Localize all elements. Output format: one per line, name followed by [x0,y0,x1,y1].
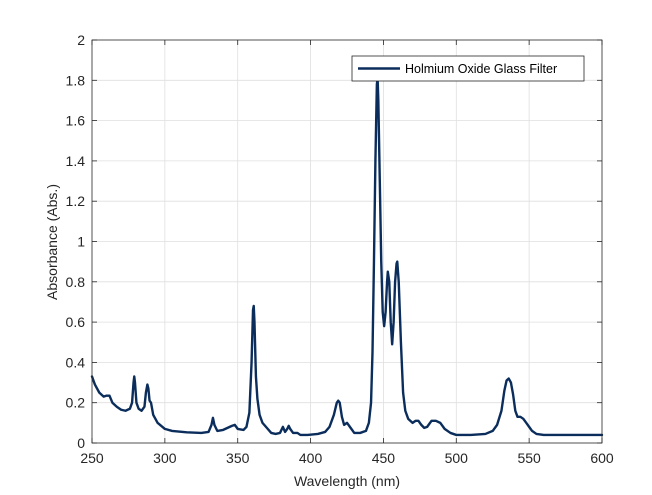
y-tick-label: 2 [77,32,85,48]
y-tick-label: 1 [77,234,85,250]
y-tick-label: 0.8 [66,274,86,290]
x-tick-label: 250 [80,450,104,466]
legend-label: Holmium Oxide Glass Filter [405,62,557,76]
x-tick-label: 600 [590,450,614,466]
y-tick-label: 1.8 [66,72,86,88]
x-tick-label: 550 [517,450,541,466]
y-tick-label: 1.4 [66,153,86,169]
x-tick-label: 450 [372,450,396,466]
x-tick-label: 350 [226,450,250,466]
series-line [90,77,604,437]
x-tick-label: 400 [299,450,323,466]
x-axis-title: Wavelength (nm) [294,473,400,489]
legend: Holmium Oxide Glass Filter [351,55,585,82]
series-layer [90,77,604,437]
y-tick-label: 0 [77,435,85,451]
x-tick-label: 300 [153,450,177,466]
y-axis-title: Absorbance (Abs.) [44,184,60,300]
y-tick-label: 1.6 [66,113,86,129]
y-tick-label: 0.2 [66,395,86,411]
grid-lines [92,40,602,443]
y-tick-label: 0.4 [66,354,86,370]
y-tick-label: 1.2 [66,193,86,209]
tick-labels: 250 300 350 400 450 500 550 600 0 0.2 0.4 0.6 0.8 1 1.… [66,32,614,466]
x-tick-label: 500 [445,450,469,466]
ticks [91,39,603,444]
y-tick-label: 0.6 [66,314,86,330]
